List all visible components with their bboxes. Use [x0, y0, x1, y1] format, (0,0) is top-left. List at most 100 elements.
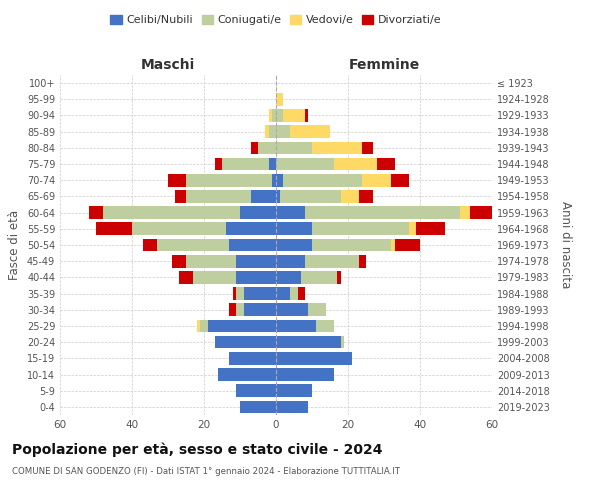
- Bar: [89, 206, 103, 219]
- Bar: [316, 320, 334, 332]
- Bar: [175, 190, 186, 202]
- Bar: [179, 271, 193, 283]
- Bar: [305, 109, 308, 122]
- Bar: [460, 206, 470, 219]
- Bar: [391, 174, 409, 186]
- Bar: [301, 271, 337, 283]
- Bar: [276, 238, 312, 252]
- Bar: [269, 158, 276, 170]
- Bar: [265, 126, 269, 138]
- Bar: [312, 222, 409, 235]
- Bar: [280, 190, 341, 202]
- Bar: [200, 320, 208, 332]
- Bar: [272, 174, 276, 186]
- Bar: [276, 109, 283, 122]
- Bar: [470, 206, 492, 219]
- Bar: [186, 174, 272, 186]
- Bar: [276, 158, 334, 170]
- Bar: [276, 320, 316, 332]
- Bar: [312, 238, 391, 252]
- Bar: [276, 190, 280, 202]
- Bar: [251, 142, 258, 154]
- Bar: [395, 238, 420, 252]
- Bar: [276, 142, 312, 154]
- Bar: [359, 255, 366, 268]
- Bar: [236, 255, 276, 268]
- Bar: [186, 190, 251, 202]
- Bar: [272, 109, 276, 122]
- Bar: [251, 190, 276, 202]
- Text: Maschi: Maschi: [141, 58, 195, 72]
- Bar: [341, 190, 359, 202]
- Bar: [215, 336, 276, 348]
- Bar: [276, 174, 283, 186]
- Text: Femmine: Femmine: [349, 58, 419, 72]
- Bar: [391, 238, 395, 252]
- Bar: [103, 206, 240, 219]
- Bar: [244, 288, 276, 300]
- Bar: [208, 320, 276, 332]
- Bar: [269, 109, 272, 122]
- Legend: Celibi/Nubili, Coniugati/e, Vedovi/e, Divorziati/e: Celibi/Nubili, Coniugati/e, Vedovi/e, Di…: [106, 10, 446, 30]
- Bar: [290, 288, 298, 300]
- Bar: [276, 400, 308, 413]
- Y-axis label: Anni di nascita: Anni di nascita: [559, 202, 572, 288]
- Bar: [233, 288, 236, 300]
- Bar: [229, 352, 276, 364]
- Bar: [172, 255, 186, 268]
- Bar: [337, 271, 341, 283]
- Bar: [240, 206, 276, 219]
- Bar: [276, 336, 341, 348]
- Bar: [276, 255, 305, 268]
- Bar: [197, 320, 200, 332]
- Bar: [236, 304, 244, 316]
- Bar: [96, 222, 132, 235]
- Bar: [269, 126, 276, 138]
- Bar: [283, 109, 305, 122]
- Bar: [308, 304, 326, 316]
- Bar: [283, 174, 362, 186]
- Bar: [236, 271, 276, 283]
- Bar: [143, 238, 157, 252]
- Bar: [218, 368, 276, 381]
- Bar: [341, 336, 344, 348]
- Bar: [276, 368, 334, 381]
- Bar: [236, 288, 244, 300]
- Bar: [409, 222, 416, 235]
- Bar: [236, 384, 276, 397]
- Bar: [377, 158, 395, 170]
- Text: Popolazione per età, sesso e stato civile - 2024: Popolazione per età, sesso e stato civil…: [12, 442, 383, 457]
- Bar: [359, 190, 373, 202]
- Bar: [305, 255, 359, 268]
- Bar: [276, 206, 305, 219]
- Bar: [362, 142, 373, 154]
- Bar: [276, 271, 301, 283]
- Bar: [276, 288, 290, 300]
- Bar: [276, 384, 312, 397]
- Text: COMUNE DI SAN GODENZO (FI) - Dati ISTAT 1° gennaio 2024 - Elaborazione TUTTITALI: COMUNE DI SAN GODENZO (FI) - Dati ISTAT …: [12, 468, 400, 476]
- Bar: [193, 271, 236, 283]
- Bar: [305, 206, 460, 219]
- Bar: [244, 304, 276, 316]
- Bar: [276, 304, 308, 316]
- Y-axis label: Fasce di età: Fasce di età: [8, 210, 21, 280]
- Bar: [276, 352, 352, 364]
- Bar: [258, 142, 276, 154]
- Bar: [276, 222, 312, 235]
- Bar: [240, 400, 276, 413]
- Bar: [290, 126, 330, 138]
- Bar: [276, 126, 290, 138]
- Bar: [226, 222, 276, 235]
- Bar: [132, 222, 226, 235]
- Bar: [215, 158, 222, 170]
- Bar: [298, 288, 305, 300]
- Bar: [276, 93, 283, 106]
- Bar: [229, 304, 236, 316]
- Bar: [168, 174, 186, 186]
- Bar: [157, 238, 229, 252]
- Bar: [186, 255, 236, 268]
- Bar: [362, 174, 391, 186]
- Bar: [416, 222, 445, 235]
- Bar: [229, 238, 276, 252]
- Bar: [334, 158, 377, 170]
